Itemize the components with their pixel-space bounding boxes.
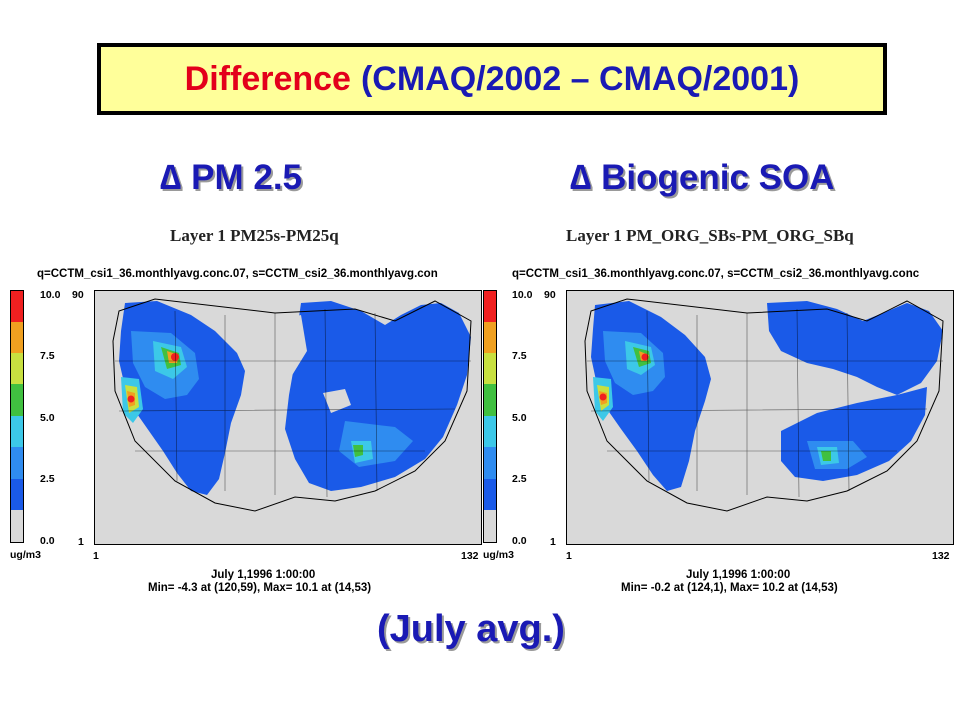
panel2-map — [566, 290, 954, 545]
footer-july-avg: (July avg.) — [377, 608, 565, 650]
panel1-tick-5: 5.0 — [40, 412, 55, 424]
panel1-unit: ug/m3 — [10, 549, 41, 561]
panel2-y-bottom: 1 — [550, 536, 556, 548]
title-difference: Difference — [184, 59, 351, 98]
panel1-colorbar — [10, 290, 24, 543]
panel2-tick-7.5: 7.5 — [512, 350, 527, 362]
panel2-tick-0: 0.0 — [512, 535, 527, 547]
panel2-colorbar — [483, 290, 497, 543]
panel1-tick-2.5: 2.5 — [40, 473, 55, 485]
panel1-map — [94, 290, 482, 545]
panel2-tick-2.5: 2.5 — [512, 473, 527, 485]
panel1-tick-7.5: 7.5 — [40, 350, 55, 362]
panel1-x-left: 1 — [93, 550, 99, 562]
panel2-y-top: 90 — [544, 289, 556, 301]
panel1-layer-label: Layer 1 PM25s-PM25q — [170, 226, 339, 245]
heading-biogenic-soa: ∆ Biogenic SOA — [570, 158, 835, 197]
panel1-file-line: q=CCTM_csi1_36.monthlyavg.conc.07, s=CCT… — [37, 268, 438, 280]
panel2-unit: ug/m3 — [483, 549, 514, 561]
panel1-y-top: 90 — [72, 289, 84, 301]
heading-pm25: ∆ PM 2.5 — [160, 158, 303, 197]
panel1-tick-10: 10.0 — [40, 289, 61, 301]
panel1-minmax: Min= -4.3 at (120,59), Max= 10.1 at (14,… — [148, 582, 372, 594]
panel2-layer-label: Layer 1 PM_ORG_SBs-PM_ORG_SBq — [566, 226, 854, 245]
panel1-y-bottom: 1 — [78, 536, 84, 548]
panel1-date: July 1,1996 1:00:00 — [211, 569, 316, 581]
title-comparison: (CMAQ/2002 – CMAQ/2001) — [360, 59, 800, 98]
panel2-x-right: 132 — [932, 550, 950, 562]
panel2-tick-5: 5.0 — [512, 412, 527, 424]
panel2-file-line: q=CCTM_csi1_36.monthlyavg.conc.07, s=CCT… — [512, 268, 920, 280]
panel2-minmax: Min= -0.2 at (124,1), Max= 10.2 at (14,5… — [621, 582, 838, 594]
panel2-tick-10: 10.0 — [512, 289, 533, 301]
panel2-date: July 1,1996 1:00:00 — [686, 569, 791, 581]
panel2-x-left: 1 — [566, 550, 572, 562]
slide-title: Difference (CMAQ/2002 – CMAQ/2001) — [97, 43, 887, 115]
panel1-x-right: 132 — [461, 550, 479, 562]
panel1-tick-0: 0.0 — [40, 535, 55, 547]
